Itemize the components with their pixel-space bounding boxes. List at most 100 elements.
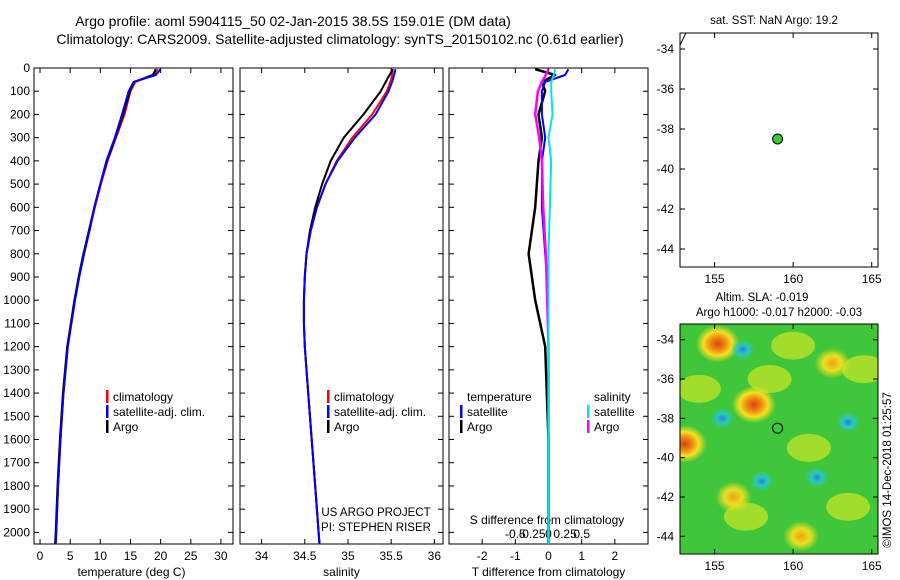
legend-label-climatology: climatology (334, 390, 394, 404)
sla-blob-low (836, 412, 861, 433)
y-tick-label: 1000 (3, 293, 30, 307)
y-tick-label: -44 (657, 242, 675, 256)
y-tick-label: 1200 (3, 340, 30, 354)
sla-blob-low (710, 408, 735, 429)
series-line-satellite-adj-clim- (302, 68, 397, 545)
y-tick-label: -44 (657, 529, 675, 543)
x-tick-label: 10 (94, 549, 108, 563)
sla-blob-mid (783, 521, 819, 552)
y-tick-label: 200 (10, 107, 30, 121)
x-tick-label: 35.5 (379, 549, 403, 563)
legend-swatch-satellite (106, 405, 109, 418)
x-tick-label: 1 (578, 549, 585, 563)
y-tick-label: 1900 (3, 502, 30, 516)
legend-swatch-climatology (327, 390, 330, 403)
sla-ridge (747, 365, 792, 394)
title-line2: Climatology: CARS2009. Satellite-adjuste… (56, 31, 623, 47)
legend-label-argo: Argo (113, 420, 139, 434)
salinity-panel: 34 34.5 35 35.5 36 salinity (239, 67, 444, 579)
x-tick-label: 165 (862, 272, 882, 286)
legend-label-argo: Argo (334, 420, 360, 434)
x2-tick-label: -0.25 (518, 527, 546, 541)
series-line-salinity-satellite (547, 68, 557, 544)
sla-blob-high (731, 385, 776, 424)
y-tick-label: 1300 (3, 363, 30, 377)
x2-tick-label: 0.25 (553, 527, 577, 541)
sla-ridge (826, 492, 871, 521)
x-tick-label: 34 (255, 549, 269, 563)
legend-swatch-climatology (106, 390, 109, 403)
sla-blob-low (804, 467, 829, 488)
y-tick-label: 800 (10, 247, 30, 261)
y-tick-label: 1500 (3, 409, 30, 423)
x-axis-label: T difference from climatology (472, 565, 626, 579)
map-frame (679, 32, 879, 268)
legend-swatch-t-satellite (460, 405, 463, 418)
sla-ridge (786, 433, 831, 462)
x2-axis-label: S difference from climatology (470, 513, 625, 527)
y-tick-label: -38 (657, 122, 675, 136)
x-tick-label: 30 (214, 549, 228, 563)
x-tick-label: 35 (341, 549, 355, 563)
difference-panel: -2 -1 0 1 2 T difference from climatology -0.5… (448, 67, 649, 579)
legend-swatch-satellite (327, 405, 330, 418)
x-tick-label: 2 (611, 549, 618, 563)
x-tick-label: 155 (705, 559, 725, 573)
sla-profile-marker (772, 422, 784, 434)
temperature-legend: climatology satellite-adj. clim. Argo (106, 390, 205, 434)
y-tick-label: -34 (657, 333, 675, 347)
sla-ridge (841, 355, 878, 384)
legend-label-s-argo: Argo (594, 420, 620, 434)
x-tick-label: 20 (154, 549, 168, 563)
x-tick-label: 160 (783, 559, 803, 573)
legend-label-satellite: satellite-adj. clim. (113, 405, 205, 419)
y-tick-label: -40 (657, 451, 675, 465)
sla-title-2: Argo h1000: -0.017 h2000: -0.03 (696, 307, 862, 319)
x-tick-label: 15 (124, 549, 138, 563)
temperature-panel: 0100200300400500600700800900100011001200… (3, 61, 234, 579)
x-tick-label: 165 (862, 559, 882, 573)
x-tick-label: 36 (428, 549, 442, 563)
x-axis-label: temperature (deg C) (77, 565, 185, 579)
x-tick-label: 155 (705, 272, 725, 286)
legend-swatch-argo (106, 420, 109, 433)
legend-swatch-argo (327, 420, 330, 433)
sla-blob-low (730, 339, 755, 360)
y-tick-label: 700 (10, 224, 30, 238)
sst-title: sat. SST: NaN Argo: 19.2 (710, 15, 838, 27)
y-tick-label: 1600 (3, 433, 30, 447)
credit-project: US ARGO PROJECT (321, 507, 430, 519)
y-tick-label: -42 (657, 490, 675, 504)
x2-tick-label: 0.5 (573, 527, 590, 541)
legend-label-t-argo: Argo (467, 420, 493, 434)
legend-label-t-satellite: satellite (467, 405, 508, 419)
y-tick-label: 900 (10, 270, 30, 284)
sla-blob-low (749, 471, 774, 492)
y-tick-label: 0 (23, 61, 30, 75)
y-tick-label: -36 (657, 372, 675, 386)
y-tick-label: -34 (657, 42, 675, 56)
y-tick-label: 600 (10, 200, 30, 214)
sla-frame (679, 323, 879, 555)
salinity-legend: climatology satellite-adj. clim. Argo (327, 390, 426, 434)
x-tick-label: 34.5 (293, 549, 317, 563)
x2-tick-label: -0.5 (505, 527, 526, 541)
title-line1: Argo profile: aoml 5904115_50 02-Jan-201… (75, 13, 511, 29)
x-tick-label: -2 (477, 549, 488, 563)
sla-title-1: Altim. SLA: -0.019 (716, 292, 809, 304)
sla-field (680, 324, 878, 554)
coastline-fragment (679, 32, 687, 46)
legend-swatch-s-satellite (587, 405, 590, 418)
legend-label-s-satellite: satellite (594, 405, 635, 419)
y-tick-label: 2000 (3, 525, 30, 539)
x-axis-label: salinity (323, 565, 360, 579)
credit-pi: PI: STEPHEN RISER (321, 522, 431, 534)
x-tick-label: 160 (783, 272, 803, 286)
x-tick-label: 25 (184, 549, 198, 563)
y-tick-label: 100 (10, 84, 30, 98)
sla-blob-high (695, 324, 740, 363)
y-tick-label: 300 (10, 131, 30, 145)
x-tick-label: 5 (67, 549, 74, 563)
y-tick-label: 1400 (3, 386, 30, 400)
